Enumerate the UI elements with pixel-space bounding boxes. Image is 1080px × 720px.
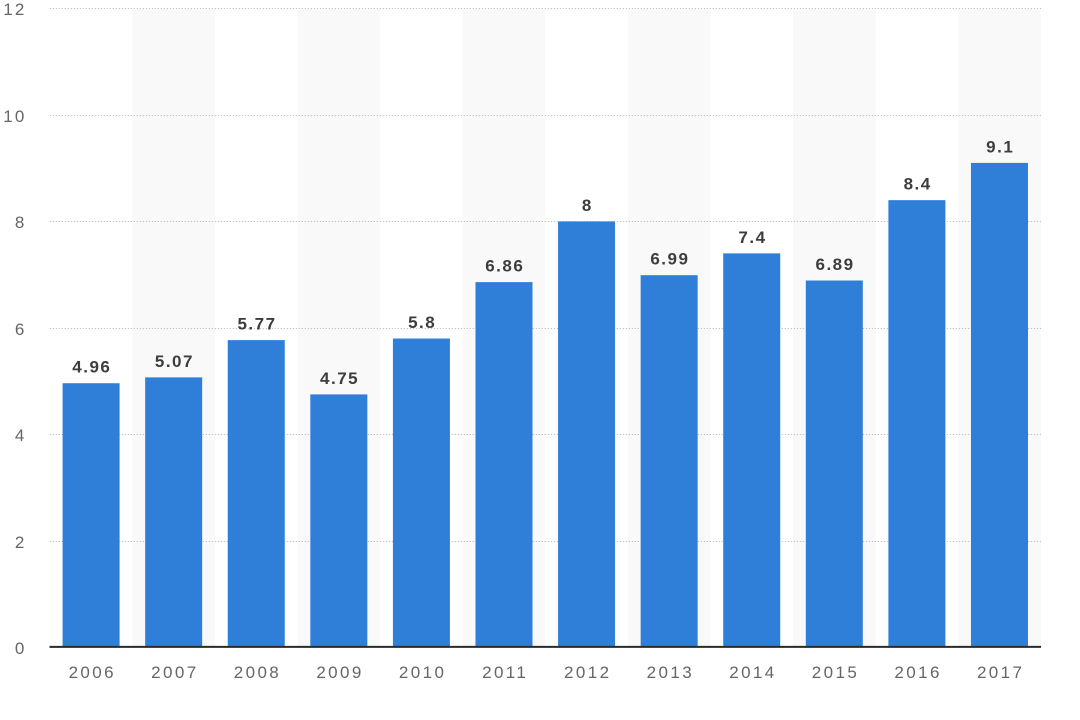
svg-text:2014: 2014 — [729, 663, 776, 682]
svg-text:8: 8 — [15, 213, 27, 232]
svg-text:0: 0 — [15, 639, 27, 658]
svg-text:6.89: 6.89 — [816, 255, 855, 274]
svg-text:4.75: 4.75 — [320, 369, 359, 388]
svg-text:7.4: 7.4 — [738, 228, 766, 247]
svg-text:2016: 2016 — [894, 663, 941, 682]
svg-text:2009: 2009 — [316, 663, 363, 682]
svg-text:2011: 2011 — [482, 663, 528, 682]
svg-text:6.86: 6.86 — [485, 257, 524, 276]
svg-text:6: 6 — [15, 320, 27, 339]
svg-text:2013: 2013 — [647, 663, 694, 682]
svg-text:2008: 2008 — [234, 663, 281, 682]
svg-text:4.96: 4.96 — [72, 358, 111, 377]
svg-text:5.8: 5.8 — [408, 313, 436, 332]
svg-text:4: 4 — [15, 426, 27, 445]
svg-text:6.99: 6.99 — [650, 250, 689, 269]
svg-text:10: 10 — [3, 107, 26, 126]
svg-text:2: 2 — [15, 533, 27, 552]
svg-text:5.07: 5.07 — [155, 352, 194, 371]
svg-text:2012: 2012 — [564, 663, 611, 682]
svg-text:2017: 2017 — [977, 663, 1024, 682]
svg-text:2015: 2015 — [812, 663, 859, 682]
svg-text:8.4: 8.4 — [904, 175, 932, 194]
svg-text:12: 12 — [3, 0, 26, 19]
svg-text:2007: 2007 — [151, 663, 198, 682]
svg-text:5.77: 5.77 — [237, 315, 276, 334]
svg-text:2006: 2006 — [69, 663, 116, 682]
svg-text:8: 8 — [582, 196, 593, 215]
svg-text:9.1: 9.1 — [986, 137, 1014, 156]
svg-text:2010: 2010 — [399, 663, 446, 682]
